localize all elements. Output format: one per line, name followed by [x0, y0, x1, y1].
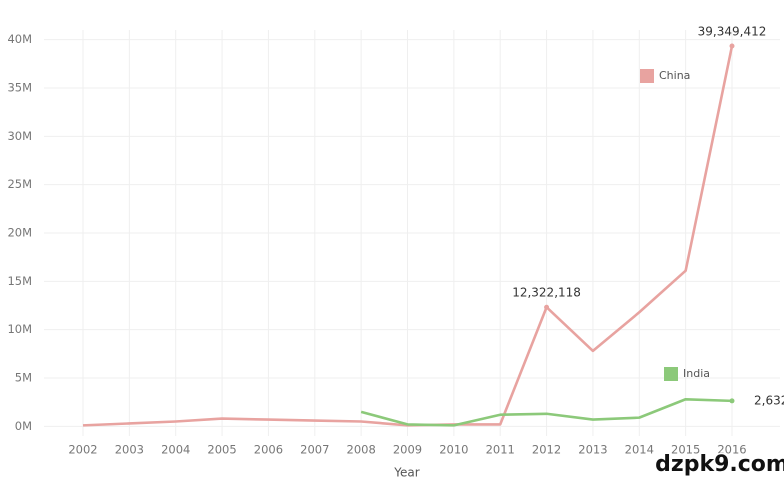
x-tick-label: 2012 — [532, 443, 561, 457]
x-tick-label: 2004 — [161, 443, 190, 457]
line-series — [360, 397, 733, 427]
x-tick-label: 2011 — [486, 443, 515, 457]
y-tick-label: 5M — [15, 371, 32, 385]
y-tick-label: 40M — [7, 32, 32, 46]
y-tick-label: 25M — [7, 177, 32, 191]
x-tick-label: 2006 — [254, 443, 283, 457]
data-label: 2,632,784 — [754, 393, 784, 407]
x-tick-label: 2009 — [393, 443, 422, 457]
data-label: 39,349,412 — [698, 24, 767, 38]
x-tick-label: 2007 — [300, 443, 329, 457]
y-tick-label: 15M — [7, 274, 32, 288]
data-point — [729, 43, 735, 49]
watermark: dzpk9.com — [655, 452, 784, 477]
y-tick-label: 35M — [7, 81, 32, 95]
x-axis-title: Year — [393, 466, 419, 480]
legend-swatch — [664, 367, 678, 381]
y-tick-label: 30M — [7, 129, 32, 143]
legend-label: India — [683, 367, 710, 380]
y-tick-label: 20M — [7, 226, 32, 240]
x-tick-label: 2003 — [115, 443, 144, 457]
x-tick-label: 2002 — [68, 443, 97, 457]
x-tick-label: 2010 — [439, 443, 468, 457]
data-label: 12,322,118 — [512, 286, 581, 300]
x-tick-label: 2005 — [207, 443, 236, 457]
data-point — [729, 398, 735, 404]
y-tick-label: 0M — [15, 419, 32, 433]
x-tick-label: 2008 — [347, 443, 376, 457]
x-tick-label: 2016 — [717, 443, 746, 457]
x-tick-label: 2013 — [578, 443, 607, 457]
legend-swatch — [640, 69, 654, 83]
x-tick-label: 2014 — [625, 443, 654, 457]
x-tick-label: 2015 — [671, 443, 700, 457]
y-tick-label: 10M — [7, 322, 32, 336]
legend-label: China — [659, 69, 690, 82]
data-point — [544, 304, 550, 310]
